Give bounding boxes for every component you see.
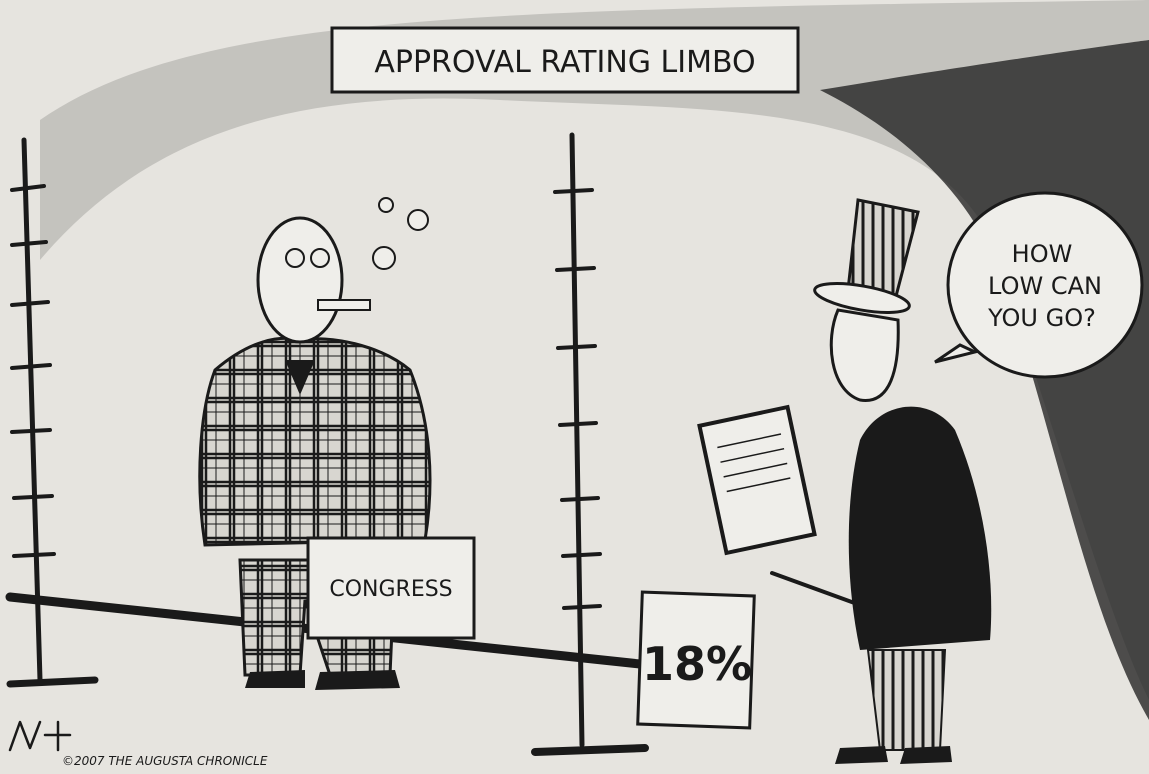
sign-label: 18% [642, 637, 752, 691]
briefcase-label: CONGRESS [329, 577, 452, 602]
title-sign: APPROVAL RATING LIMBO [332, 28, 798, 92]
percent-sign: 18% [638, 592, 755, 728]
credit: ©2007 THE AUGUSTA CHRONICLE [62, 754, 268, 768]
speech-line: LOW CAN [988, 272, 1102, 300]
speech-line: YOU GO? [987, 304, 1096, 332]
title: APPROVAL RATING LIMBO [374, 45, 755, 80]
speech-line: HOW [1012, 240, 1073, 268]
briefcase: CONGRESS [308, 538, 474, 638]
cartoon: APPROVAL RATING LIMBO [0, 0, 1149, 774]
page: APPROVAL RATING LIMBO [0, 0, 1149, 774]
